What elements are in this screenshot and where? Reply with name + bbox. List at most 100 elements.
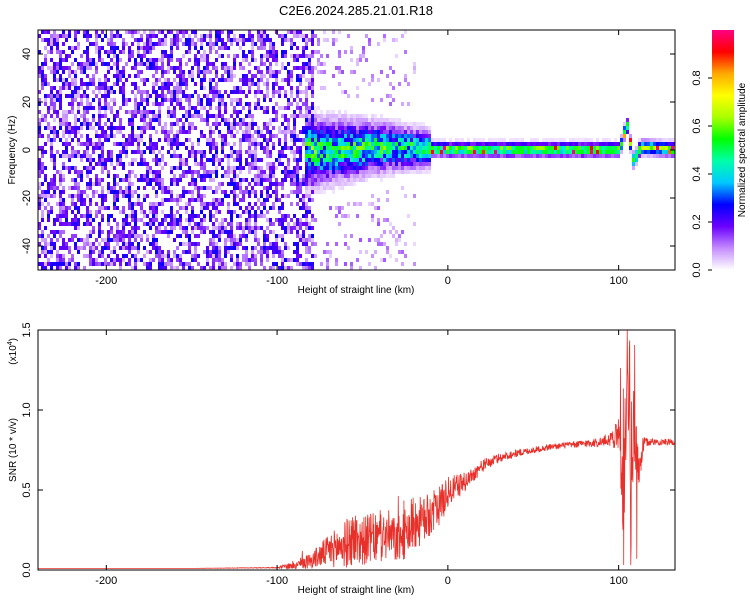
heatmap-cell (194, 178, 197, 182)
heatmap-cell (299, 54, 302, 58)
heatmap-cell (308, 226, 311, 230)
heatmap-cell (59, 214, 62, 218)
heatmap-cell (329, 114, 332, 118)
heatmap-cell (323, 166, 326, 170)
heatmap-cell (536, 150, 539, 154)
heatmap-cell (617, 142, 620, 146)
heatmap-cell (185, 242, 188, 246)
heatmap-cell (236, 258, 239, 262)
heatmap-cell (335, 242, 338, 246)
heatmap-cell (239, 214, 242, 218)
heatmap-cell (239, 206, 242, 210)
heatmap-cell (68, 266, 71, 270)
heatmap-cell (158, 174, 161, 178)
heatmap-cell (155, 206, 158, 210)
heatmap-cell (590, 142, 593, 146)
heatmap-cell (161, 130, 164, 134)
heatmap-cell (239, 226, 242, 230)
heatmap-cell (254, 238, 257, 242)
heatmap-cell (290, 90, 293, 94)
heatmap-cell (227, 46, 230, 50)
heatmap-cell (257, 238, 260, 242)
heatmap-cell (320, 186, 323, 190)
heatmap-cell (296, 234, 299, 238)
heatmap-cell (647, 154, 650, 158)
heatmap-cell (545, 146, 548, 150)
heatmap-cell (137, 146, 140, 150)
heatmap-cell (215, 66, 218, 70)
heatmap-cell (398, 130, 401, 134)
heatmap-cell (341, 166, 344, 170)
heatmap-cell (422, 166, 425, 170)
heatmap-cell (143, 186, 146, 190)
heatmap-cell (113, 174, 116, 178)
heatmap-cell (560, 138, 563, 142)
heatmap-cell (407, 150, 410, 154)
heatmap-cell (389, 130, 392, 134)
heatmap-cell (146, 38, 149, 42)
heatmap-cell (68, 46, 71, 50)
heatmap-cell (47, 186, 50, 190)
heatmap-cell (323, 70, 326, 74)
heatmap-cell (320, 130, 323, 134)
heatmap-cell (671, 138, 674, 142)
heatmap-cell (149, 258, 152, 262)
heatmap-cell (284, 266, 287, 270)
heatmap-cell (260, 202, 263, 206)
heatmap-cell (170, 42, 173, 46)
heatmap-cell (656, 150, 659, 154)
heatmap-cell (176, 166, 179, 170)
heatmap-cell (65, 126, 68, 130)
heatmap-cell (128, 74, 131, 78)
heatmap-cell (182, 78, 185, 82)
heatmap-cell (317, 134, 320, 138)
heatmap-cell (152, 178, 155, 182)
heatmap-cell (161, 30, 164, 34)
heatmap-cell (239, 142, 242, 146)
heatmap-cell (569, 154, 572, 158)
heatmap-cell (461, 146, 464, 150)
heatmap-cell (140, 238, 143, 242)
heatmap-cell (218, 202, 221, 206)
heatmap-cell (257, 242, 260, 246)
heatmap-cell (119, 238, 122, 242)
heatmap-cell (413, 262, 416, 266)
heatmap-cell (281, 42, 284, 46)
heatmap-cell (113, 258, 116, 262)
heatmap-cell (473, 154, 476, 158)
heatmap-cell (146, 162, 149, 166)
heatmap-cell (290, 134, 293, 138)
heatmap-cell (635, 146, 638, 150)
heatmap-cell (173, 114, 176, 118)
heatmap-cell (326, 262, 329, 266)
heatmap-cell (155, 34, 158, 38)
heatmap-cell (185, 234, 188, 238)
heatmap-cell (107, 174, 110, 178)
heatmap-cell (176, 34, 179, 38)
heatmap-cell (155, 146, 158, 150)
heatmap-cell (338, 150, 341, 154)
heatmap-cell (74, 226, 77, 230)
heatmap-cell (98, 118, 101, 122)
heatmap-cell (230, 98, 233, 102)
heatmap-cell (314, 178, 317, 182)
heatmap-cell (53, 66, 56, 70)
heatmap-cell (392, 158, 395, 162)
heatmap-cell (41, 86, 44, 90)
heatmap-cell (269, 138, 272, 142)
heatmap-cell (122, 46, 125, 50)
heatmap-cell (281, 234, 284, 238)
heatmap-cell (239, 102, 242, 106)
heatmap-cell (371, 130, 374, 134)
heatmap-cell (275, 62, 278, 66)
heatmap-cell (125, 218, 128, 222)
heatmap-cell (161, 50, 164, 54)
heatmap-cell (122, 142, 125, 146)
heatmap-cell (200, 86, 203, 90)
heatmap-cell (197, 62, 200, 66)
heatmap-cell (98, 242, 101, 246)
heatmap-cell (146, 78, 149, 82)
heatmap-cell (656, 138, 659, 142)
heatmap-cell (374, 118, 377, 122)
heatmap-cell (551, 142, 554, 146)
